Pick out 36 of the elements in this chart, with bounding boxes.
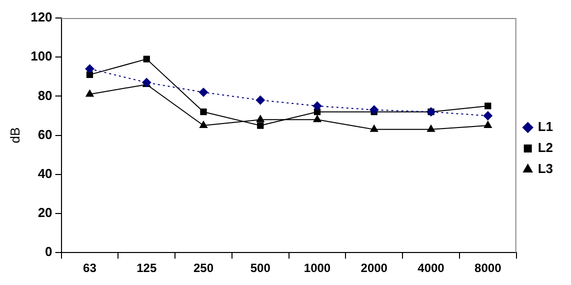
x-tick-label: 2000	[360, 261, 388, 276]
point	[143, 56, 150, 62]
x-tick-label: 250	[193, 261, 214, 276]
y-tick-label: 20	[38, 205, 52, 220]
point	[257, 122, 264, 129]
point	[256, 115, 264, 122]
point	[483, 111, 492, 120]
y-tick-label: 100	[30, 48, 52, 64]
legend-label: L3	[538, 161, 553, 176]
x-tick-label: 8000	[474, 261, 502, 276]
y-axis-title: dB	[7, 127, 22, 144]
point	[370, 105, 379, 114]
x-tick-label: 4000	[418, 261, 445, 276]
point	[312, 101, 322, 110]
point	[85, 64, 94, 74]
y-tick-label: 40	[38, 166, 52, 181]
point	[313, 115, 322, 122]
legend-label: L1	[538, 119, 553, 134]
point	[484, 102, 492, 110]
x-tick-label: 63	[83, 261, 97, 276]
y-tick-label: 120	[30, 10, 52, 25]
y-tick-label: 0	[45, 244, 52, 260]
x-tick-label: 500	[250, 261, 271, 276]
legend-label: L2	[538, 140, 553, 156]
point	[86, 90, 94, 97]
y-tick-label: 60	[38, 126, 52, 142]
point	[484, 121, 492, 128]
point	[256, 96, 265, 105]
point	[427, 124, 435, 132]
x-tick-label: 125	[136, 261, 157, 276]
point	[198, 88, 208, 97]
x-tick-label: 1000	[304, 261, 331, 276]
point	[200, 108, 207, 116]
point	[200, 121, 208, 128]
y-tick-label: 80	[38, 88, 52, 103]
point	[370, 124, 378, 132]
